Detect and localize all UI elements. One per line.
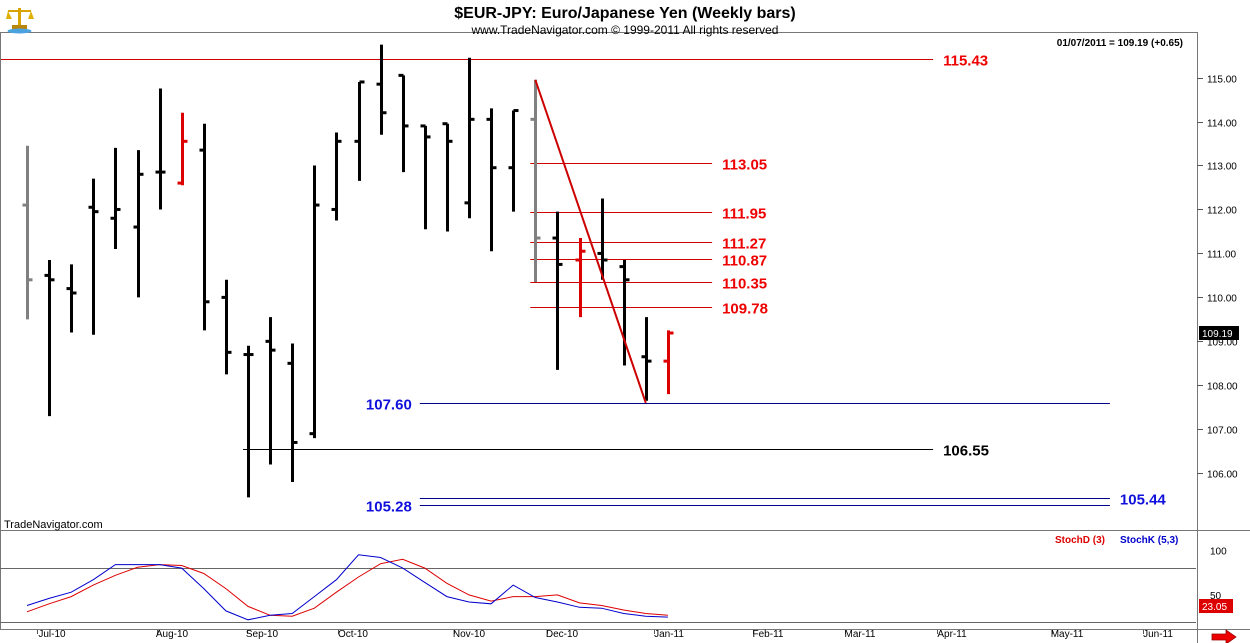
- price-bar: [265, 317, 276, 465]
- price-bar: [575, 238, 586, 318]
- price-axis-label: 113.00: [1207, 162, 1237, 173]
- price-bar: [354, 80, 365, 181]
- price-axis: 106.00 107.00 108.00 109.00 110.00 111.00 112.…: [1197, 75, 1239, 481]
- price-bar: [177, 112, 188, 186]
- price-axis-label: 106.00: [1207, 470, 1238, 481]
- level-label-106-55: 106.55: [943, 443, 989, 460]
- price-axis-label: 108.00: [1207, 382, 1238, 393]
- price-bar: [464, 57, 475, 219]
- time-axis-label: Feb-11: [753, 629, 784, 640]
- price-bar: [309, 165, 320, 439]
- trendline-layer: [534, 79, 647, 404]
- current-price-label: 109.19: [1202, 329, 1233, 340]
- price-bar: [287, 343, 298, 483]
- time-axis-label: Jun-11: [1143, 629, 1173, 640]
- price-bar: [88, 178, 99, 335]
- time-axis-label: Dec-10: [546, 629, 579, 640]
- price-axis-label: 111.00: [1207, 250, 1237, 261]
- current-price-box: [1199, 325, 1239, 340]
- level-label-110-87: 110.87: [722, 253, 767, 270]
- price-bar: [22, 145, 33, 320]
- legend-stoch-k: StochK (5,3): [1120, 535, 1178, 546]
- price-axis-label: 110.00: [1207, 294, 1237, 305]
- price-bar: [243, 345, 254, 498]
- stoch-value-box: [1199, 599, 1233, 613]
- trendline: [534, 79, 647, 404]
- time-axis-label: Nov-10: [453, 629, 486, 640]
- level-label-105-44: 105.44: [1120, 492, 1167, 509]
- price-bar: [66, 264, 77, 333]
- chart-title: $EUR-JPY: Euro/Japanese Yen (Weekly bars…: [454, 5, 795, 22]
- price-bar: [155, 88, 166, 210]
- time-axis-label: Mar-11: [845, 629, 876, 640]
- legend-stoch-d: StochD (3): [1055, 535, 1105, 546]
- scroll-right-arrow-icon[interactable]: [1211, 629, 1237, 643]
- time-axis-label: Oct-10: [338, 629, 368, 640]
- stoch-k-line: [26, 554, 668, 621]
- price-bar: [619, 260, 630, 366]
- price-bar: [110, 147, 121, 250]
- time-axis-label: Jul-10: [38, 629, 66, 640]
- stoch-axis-label: 100: [1210, 546, 1227, 557]
- watermark-text: TradeNavigator.com: [4, 519, 103, 531]
- price-bar: [199, 123, 210, 331]
- level-label-111-27: 111.27: [722, 236, 766, 253]
- price-bar: [663, 330, 674, 395]
- stoch-d-line: [26, 558, 668, 617]
- last-value-readout: 01/07/2011 = 109.19 (+0.65): [1057, 38, 1183, 49]
- level-label-111-95: 111.95: [722, 206, 766, 223]
- price-bar: [442, 122, 453, 232]
- plot-frame: [0, 32, 1198, 630]
- price-bar: [641, 317, 652, 401]
- time-axis: Jul-10 Aug-10 Sep-10 Oct-10 Nov-10 Dec-10 Jan-…: [37, 629, 1173, 640]
- stochastic-panel: 50 100 StochD (3) StochK (5,3) 23.05: [0, 535, 1233, 623]
- price-bar: [420, 124, 431, 230]
- price-bar: [486, 108, 497, 252]
- scales-logo-icon: [6, 8, 34, 34]
- price-bar: [552, 211, 563, 370]
- price-axis-label: 109.00: [1207, 338, 1238, 349]
- time-axis-label: Aug-10: [156, 629, 189, 640]
- level-label-110-35: 110.35: [722, 276, 767, 293]
- time-axis-label: Jan-11: [654, 629, 684, 640]
- price-bar: [133, 150, 144, 298]
- level-label-105-28: 105.28: [366, 499, 412, 516]
- price-bar: [597, 198, 608, 280]
- price-bar: [331, 132, 342, 221]
- price-axis-label: 107.00: [1207, 426, 1238, 437]
- price-bar: [376, 44, 387, 135]
- price-bar: [221, 279, 232, 375]
- level-label-115-43: 115.43: [943, 53, 988, 70]
- level-label-113-05: 113.05: [722, 157, 767, 174]
- price-axis-label: 112.00: [1207, 206, 1237, 217]
- time-axis-label: May-11: [1051, 629, 1084, 640]
- price-bar: [508, 109, 519, 212]
- level-label-107-60: 107.60: [366, 397, 412, 414]
- time-axis-label: Apr-11: [937, 629, 967, 640]
- price-bar: [530, 79, 541, 282]
- price-bar: [398, 73, 409, 173]
- price-axis-label: 115.00: [1207, 75, 1237, 86]
- stoch-axis-label: 50: [1210, 591, 1222, 602]
- price-bars-layer: [22, 44, 674, 498]
- time-axis-label: Sep-10: [246, 629, 279, 640]
- price-bar: [44, 260, 55, 417]
- stoch-value-label: 23.05: [1202, 602, 1227, 613]
- price-axis-label: 114.00: [1207, 119, 1237, 130]
- copyright-subtitle: www.TradeNavigator.com © 1999-2011 All r…: [471, 23, 779, 37]
- level-label-109-78: 109.78: [722, 301, 768, 318]
